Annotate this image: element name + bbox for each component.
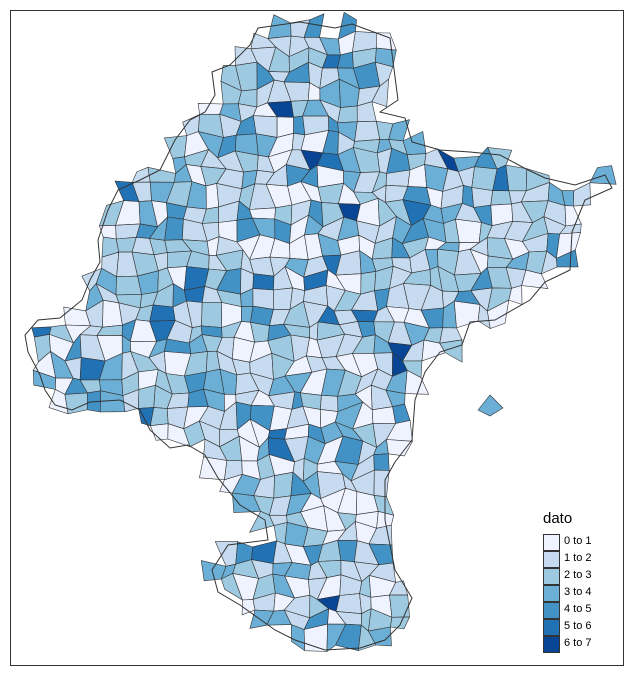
municipality-polygon: [319, 394, 339, 412]
municipality-polygon: [214, 541, 239, 567]
municipality-polygon: [150, 407, 169, 427]
municipality-polygon: [505, 164, 528, 192]
municipality-polygon: [149, 304, 176, 322]
municipality-polygon: [354, 120, 381, 142]
legend-swatch: [543, 619, 560, 636]
municipality-polygon: [64, 392, 88, 415]
municipality-polygon: [273, 287, 293, 310]
municipality-polygon: [521, 269, 549, 289]
municipality-polygon: [371, 406, 396, 424]
region-outline: [24, 21, 613, 651]
municipality-polygon: [386, 439, 413, 457]
municipality-polygon: [373, 453, 390, 471]
municipality-polygon: [390, 616, 411, 630]
municipality-polygon: [252, 288, 274, 310]
municipality-polygon: [373, 469, 390, 498]
legend-swatch: [543, 568, 560, 585]
legend-label: 0 to 1: [564, 535, 592, 547]
municipality-polygon: [371, 78, 390, 108]
municipality-polygon: [335, 593, 362, 615]
exclave-polygon: [477, 394, 504, 417]
municipality-polygon: [115, 275, 142, 296]
municipality-polygon: [375, 32, 397, 51]
municipality-polygon: [138, 384, 156, 409]
municipality-polygon: [164, 216, 184, 241]
municipality-polygon: [147, 166, 177, 183]
legend-swatch: [543, 534, 560, 551]
municipality-polygon: [389, 594, 410, 618]
municipality-polygon: [487, 299, 510, 329]
municipality-polygon: [241, 599, 256, 616]
municipality-polygon: [404, 369, 430, 395]
legend-label: 6 to 7: [564, 637, 592, 649]
legend-label: 3 to 4: [564, 586, 592, 598]
legend-label: 2 to 3: [564, 569, 592, 581]
municipality-polygon: [197, 102, 224, 115]
legend-label: 1 to 2: [564, 552, 592, 564]
municipality-polygon: [455, 218, 482, 244]
municipality-polygon: [131, 166, 151, 183]
municipality-polygon: [248, 207, 276, 220]
legend-swatch: [543, 551, 560, 568]
municipality-polygon: [471, 187, 494, 208]
municipality-polygon: [267, 14, 292, 39]
municipality-polygon: [453, 300, 481, 329]
municipality-polygon: [199, 456, 228, 481]
municipality-polygon: [572, 182, 591, 207]
municipality-polygon: [201, 302, 223, 328]
municipality-polygon: [589, 165, 617, 185]
municipality-polygon: [556, 249, 579, 268]
municipality-polygon: [439, 339, 463, 363]
municipality-polygon: [337, 539, 358, 563]
municipality-polygon: [367, 626, 392, 647]
legend-swatch: [543, 636, 560, 653]
legend-label: 5 to 6: [564, 620, 592, 632]
municipality-polygon: [392, 403, 411, 424]
legend-title: dato: [543, 510, 573, 527]
municipality-polygon: [490, 190, 512, 206]
municipality-polygon: [273, 471, 294, 499]
legend-label: 4 to 5: [564, 603, 592, 615]
municipality-polygon: [337, 105, 358, 124]
legend-swatch: [543, 585, 560, 602]
legend-swatch: [543, 602, 560, 619]
municipality-polygon: [252, 273, 275, 291]
municipality-polygons: [31, 11, 617, 653]
